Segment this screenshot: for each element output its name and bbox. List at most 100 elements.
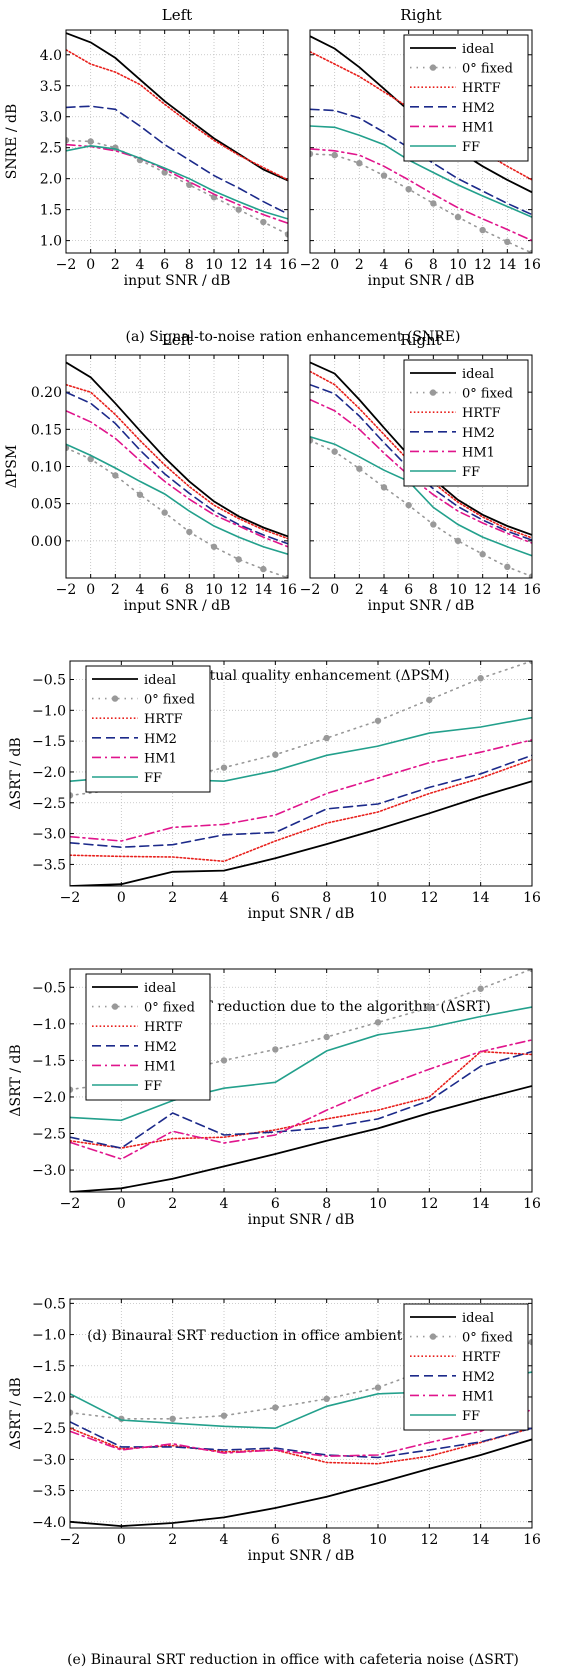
y-tick-label: −2.5 [32,1421,66,1437]
x-tick-label: 2 [355,582,364,598]
series-line-ff [70,1006,532,1122]
x-tick-label: 16 [279,257,297,273]
legend-label: ideal [144,981,176,996]
chart-panel-b-right: −2 0 2 4 6 8 10 12 14 16 Right input SNR / dB ideal 0… [300,331,541,614]
x-tick-label: 16 [523,257,541,273]
plot-frame [69,968,533,1193]
legend-label: FF [462,1409,480,1424]
series-point-0-fixed [504,563,511,571]
series-line-hm1 [70,739,532,842]
series-line-hm2 [70,754,532,849]
y-tick-label: −1.5 [32,734,66,750]
x-tick-label: −2 [60,1532,81,1548]
legend: ideal 0° fixed HRTF HM2 HM1 FF [403,359,529,487]
x-tick-label: 14 [498,582,516,598]
y-tick-label: 4.0 [40,48,62,64]
series-line-ideal [70,780,532,886]
series-line-hm1 [70,1408,532,1458]
legend-box [403,1303,529,1431]
series-point-0-fixed [112,472,119,479]
x-tick-label: 12 [420,1532,438,1548]
y-tick-label: −1.5 [32,1359,66,1375]
legend-label: FF [144,771,162,786]
x-tick-label: 6 [404,257,413,273]
series-line-hm2 [310,108,532,216]
legend-label: HRTF [144,712,183,727]
series-line-ideal [66,361,288,538]
legend-label: HRTF [462,1350,501,1365]
x-tick-label: 4 [220,1196,229,1212]
y-tick-label: 3.5 [40,79,62,95]
series-line-hrtf [70,758,532,863]
series-point-0-fixed [356,159,363,167]
x-tick-label: 2 [355,257,364,273]
series-point-0-fixed [454,213,462,221]
x-tick-label: 10 [205,257,223,273]
x-tick-label: 0 [86,582,95,598]
x-tick-label: 2 [168,890,177,906]
x-tick-label: 4 [220,890,229,906]
series-point-0-fixed [235,556,242,563]
x-tick-label: −2 [56,582,77,598]
y-tick-label: −0.5 [32,1296,66,1312]
series-point-0-fixed [528,1338,532,1346]
plot-frame [65,29,289,254]
series-point-0-fixed [430,200,437,207]
series-line-hm2 [66,391,288,545]
series-point-0-fixed [528,969,532,973]
x-tick-label: 2 [168,1196,177,1212]
series-line-hm1 [310,148,532,242]
series-line-hrtf [66,383,288,540]
series-point-0-fixed [161,169,168,176]
y-tick-label: −2.0 [32,765,66,781]
series-point-0-fixed [405,185,412,193]
legend-label: HRTF [144,1020,183,1035]
y-tick-label: −0.5 [32,672,66,688]
series-point-0-fixed [220,1057,228,1064]
y-tick-label: −2.0 [32,1390,66,1406]
chart-panel-a-left: −2 0 2 4 6 8 10 12 14 16 1.0 1.5 2.0 2.5 3.0 3.5 4.0 Left… [4,6,297,289]
x-tick-label: −2 [300,582,321,598]
panel-title: Left [162,6,192,24]
series-line-ff [66,443,288,556]
x-axis-label: input SNR / dB [368,598,475,614]
y-tick-label: 1.0 [40,234,62,250]
series-point-0-fixed [479,551,486,558]
series-point-0-fixed [528,249,532,253]
x-tick-label: 8 [185,582,194,598]
x-tick-label: 16 [279,582,297,598]
series-point-0-fixed [528,661,532,665]
x-axis-label: input SNR / dB [248,906,355,922]
series-line-hm2 [70,1050,532,1149]
legend-label: HM1 [462,445,495,460]
series-point-0-fixed [260,565,267,573]
series-line-hm1 [66,143,288,225]
x-tick-label: 6 [160,582,169,598]
series-point-0-fixed [374,1384,382,1391]
x-axis-label: input SNR / dB [124,598,231,614]
series-point-0-fixed [220,1412,228,1419]
series-point-0-fixed [66,444,70,452]
series-group [66,32,288,238]
legend: ideal 0° fixed HRTF HM2 HM1 FF [403,34,529,162]
y-tick-label: −2.5 [32,796,66,812]
series-point-0-fixed [374,1019,382,1026]
legend-label: FF [462,465,480,480]
series-line-hrtf [66,48,288,181]
x-tick-label: 0 [117,1196,126,1212]
legend-marker [429,389,437,396]
series-point-0-fixed [479,226,486,234]
series-point-0-fixed [331,448,338,455]
legend-label: HM2 [462,1370,495,1385]
legend-label: HM1 [462,1389,495,1404]
series-line-0-fixed [66,447,288,578]
legend-box [403,34,529,162]
legend-marker [429,64,437,71]
series-point-0-fixed [454,537,462,545]
legend-label: HM2 [462,101,495,116]
series-point-0-fixed [70,792,74,799]
legend-label: HM1 [144,751,177,766]
series-point-0-fixed [70,1409,74,1416]
legend-label: 0° fixed [462,62,513,77]
x-tick-label: 12 [420,890,438,906]
